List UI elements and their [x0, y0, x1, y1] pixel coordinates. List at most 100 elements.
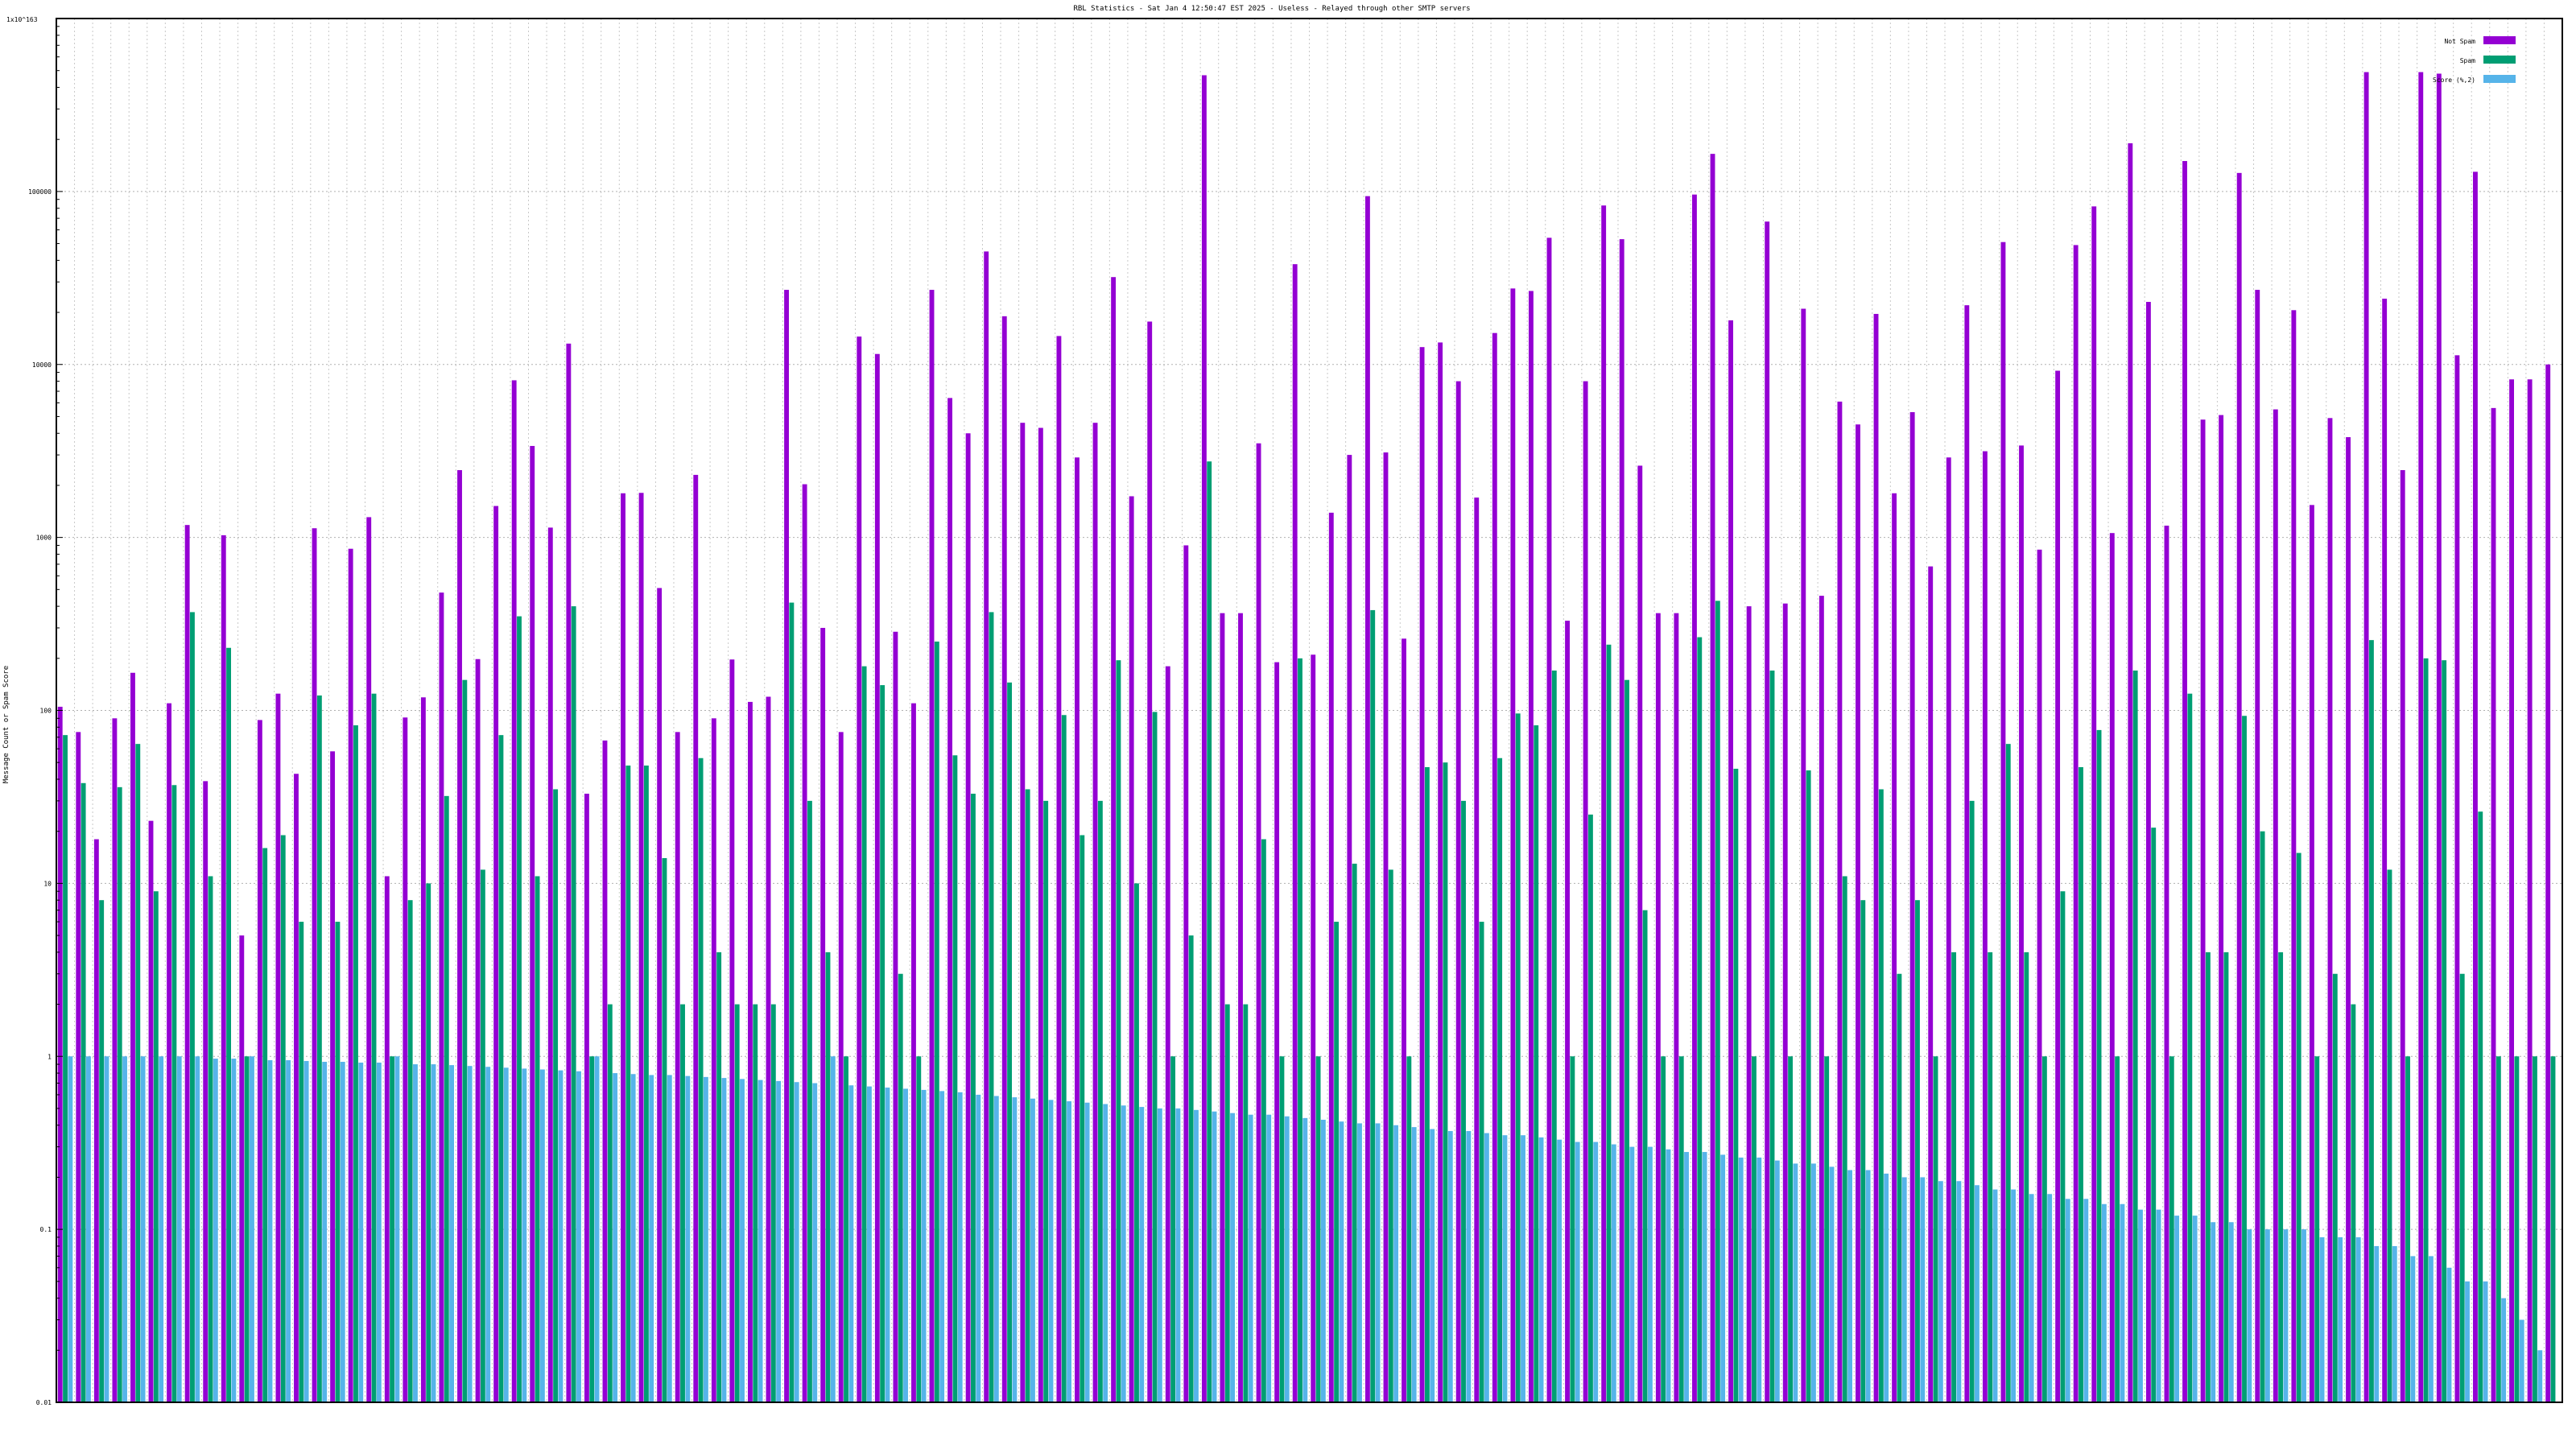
- bar-spam: [1587, 814, 1593, 1402]
- bar-spam: [2132, 670, 2138, 1402]
- bar-spam: [2151, 828, 2157, 1402]
- bar-spam: [1080, 835, 1085, 1402]
- bar-not-spam: [2164, 525, 2169, 1402]
- bar-spam: [1043, 800, 1049, 1402]
- bar-score: [2211, 1222, 2216, 1402]
- bar-score: [1702, 1152, 1707, 1402]
- bar-not-spam: [294, 774, 299, 1402]
- bar-spam: [1515, 713, 1521, 1402]
- grid-lines: [56, 19, 2563, 1403]
- bar-score: [1466, 1131, 1472, 1402]
- bar-spam: [299, 922, 304, 1402]
- bar-spam: [117, 786, 122, 1402]
- bar-spam: [1497, 758, 1503, 1402]
- bar-score: [1284, 1116, 1290, 1402]
- bar-score: [539, 1069, 545, 1402]
- bar-not-spam: [1311, 654, 1316, 1402]
- bar-not-spam: [748, 701, 753, 1402]
- bar-not-spam: [1419, 347, 1425, 1403]
- bar-score: [1048, 1100, 1054, 1402]
- bar-score: [1411, 1127, 1417, 1402]
- bar-not-spam: [2346, 437, 2351, 1402]
- bar-spam: [498, 735, 504, 1402]
- bar-not-spam: [1674, 613, 1679, 1402]
- bar-score: [2101, 1203, 2107, 1402]
- bar-spam: [1152, 712, 1158, 1402]
- bar-score: [594, 1056, 600, 1402]
- bar-score: [231, 1059, 237, 1402]
- bar-spam: [1933, 1056, 1938, 1402]
- bar-not-spam: [566, 343, 572, 1403]
- bar-spam: [1298, 658, 1302, 1402]
- bar-spam: [880, 685, 886, 1402]
- bar-not-spam: [1383, 452, 1389, 1402]
- bar-spam: [1534, 725, 1539, 1402]
- bar-spam: [244, 1056, 250, 1402]
- bar-spam: [99, 900, 105, 1402]
- bar-score: [957, 1092, 963, 1402]
- y-tick-label: 0.1: [40, 1226, 52, 1233]
- bar-not-spam: [1402, 638, 1406, 1402]
- bar-not-spam: [2128, 142, 2133, 1403]
- bar-spam: [1969, 800, 1975, 1402]
- bar-not-spam: [1183, 545, 1189, 1403]
- bar-score: [1865, 1170, 1871, 1402]
- bar-spam: [770, 1004, 776, 1402]
- bar-not-spam: [1728, 320, 1734, 1402]
- bar-score: [2483, 1281, 2488, 1402]
- bar-not-spam: [1020, 423, 1026, 1403]
- bar-not-spam: [2019, 445, 2024, 1403]
- bar-spam: [807, 800, 812, 1402]
- bar-score: [1557, 1139, 1563, 1402]
- bar-not-spam: [1220, 613, 1225, 1402]
- y-top-label: 1x10^163: [6, 16, 38, 23]
- bar-not-spam: [711, 718, 716, 1402]
- bar-not-spam: [2109, 533, 2115, 1403]
- bar-score: [213, 1059, 218, 1402]
- bar-spam: [480, 869, 485, 1402]
- bar-not-spam: [1238, 613, 1243, 1402]
- bar-spam: [2205, 952, 2211, 1402]
- bar-spam: [2024, 952, 2029, 1402]
- bar-score: [1811, 1163, 1816, 1402]
- bar-spam: [861, 666, 867, 1402]
- bar-score: [830, 1056, 836, 1402]
- bar-not-spam: [439, 592, 444, 1402]
- bar-score: [1393, 1125, 1399, 1402]
- bar-not-spam: [2273, 409, 2278, 1402]
- bar-not-spam: [2382, 299, 2388, 1402]
- bar-spam: [135, 744, 141, 1402]
- bar-not-spam: [1129, 496, 1134, 1402]
- bar-not-spam: [729, 659, 735, 1402]
- bar-score: [1738, 1157, 1744, 1402]
- bar-not-spam: [420, 697, 426, 1402]
- bar-spam: [2459, 973, 2465, 1402]
- bar-spam: [1678, 1056, 1684, 1402]
- bar-not-spam: [2309, 505, 2314, 1402]
- bar-score: [449, 1065, 455, 1402]
- bar-score: [122, 1056, 127, 1402]
- bar-not-spam: [1583, 381, 1588, 1402]
- bar-score: [685, 1075, 691, 1402]
- bar-score: [1938, 1181, 1943, 1402]
- bar-spam: [1806, 770, 1811, 1402]
- bar-score: [1975, 1185, 1979, 1402]
- bar-spam: [1842, 876, 1847, 1402]
- y-tick-label: 1: [47, 1053, 52, 1060]
- bar-score: [1901, 1177, 1907, 1402]
- bar-spam: [2005, 744, 2011, 1402]
- bar-score: [885, 1088, 890, 1402]
- bar-score: [1320, 1120, 1326, 1402]
- bar-score: [613, 1073, 618, 1402]
- bar-not-spam: [2436, 73, 2442, 1403]
- legend-swatch: [2483, 75, 2516, 83]
- bar-spam: [2405, 1056, 2410, 1402]
- chart-title: RBL Statistics - Sat Jan 4 12:50:47 EST …: [1073, 5, 1470, 13]
- bar-not-spam: [1619, 239, 1624, 1402]
- bar-spam: [643, 765, 649, 1402]
- bar-not-spam: [1328, 512, 1334, 1402]
- bar-spam: [789, 602, 795, 1402]
- bar-spam: [844, 1056, 848, 1402]
- bar-not-spam: [1256, 443, 1261, 1402]
- bar-spam: [1661, 1056, 1666, 1402]
